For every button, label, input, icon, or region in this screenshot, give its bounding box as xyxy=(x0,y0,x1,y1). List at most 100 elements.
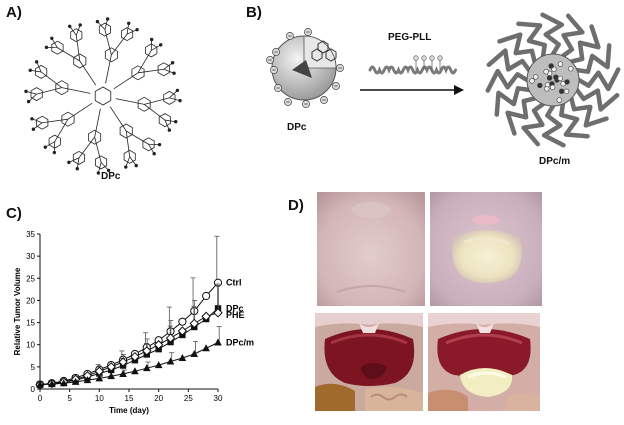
dendron-branch xyxy=(144,97,170,105)
carboxyl-bond xyxy=(30,69,42,73)
core-dendrimer xyxy=(537,82,543,89)
carboxyl-end xyxy=(172,71,176,75)
carboxyl-bond xyxy=(169,97,181,102)
carboxyl-bond xyxy=(76,157,80,169)
carboxyl-end xyxy=(174,120,178,124)
peg-arm xyxy=(497,32,537,64)
carboxyl-bond xyxy=(45,141,55,148)
carboxyl-bond xyxy=(126,29,138,35)
carboxyl-end xyxy=(124,165,128,169)
dendron-linker xyxy=(79,60,97,86)
core-dendrimer xyxy=(549,84,556,91)
carboxyl-end xyxy=(28,68,32,72)
dendron-linker xyxy=(94,108,101,138)
series-line xyxy=(39,342,219,386)
terminal-ring xyxy=(35,64,48,79)
data-point xyxy=(202,344,210,352)
carboxyl-end xyxy=(170,61,175,65)
terminal-ring xyxy=(95,155,108,170)
core-dendrimer xyxy=(563,88,570,95)
y-tick-label: 25 xyxy=(26,274,35,283)
dpc-sphere xyxy=(266,28,344,108)
data-point xyxy=(214,338,222,346)
y-tick-label: 20 xyxy=(26,296,35,305)
peg-arm xyxy=(540,12,565,57)
peg-arm xyxy=(516,21,547,59)
carboxyl-bond xyxy=(28,93,37,102)
series-line xyxy=(39,312,219,386)
carboxyl-end xyxy=(78,23,82,27)
carboxyl-bond xyxy=(68,157,80,163)
series-label: Ctrl xyxy=(226,278,242,288)
data-point xyxy=(213,308,223,318)
data-point xyxy=(118,357,128,367)
dendron-linker xyxy=(105,54,112,84)
data-point xyxy=(106,362,116,372)
x-tick-label: 0 xyxy=(38,394,43,403)
carboxyl-end xyxy=(34,60,39,64)
data-point xyxy=(177,326,188,336)
carboxyl-end xyxy=(26,99,31,104)
core-dendrimer xyxy=(557,61,564,67)
data-point xyxy=(83,376,92,384)
carboxyl-end xyxy=(127,21,131,25)
series-line xyxy=(39,282,219,386)
peg-arm xyxy=(541,103,566,148)
photo-skin-control xyxy=(317,192,425,306)
terminal-ring xyxy=(36,115,49,130)
lysine-amine xyxy=(429,55,435,61)
carboxyl-bond xyxy=(164,119,176,123)
core-dendrimer xyxy=(553,74,559,80)
lysine-amine xyxy=(413,55,419,61)
carboxyl-end xyxy=(134,163,138,168)
dendron-ring xyxy=(55,80,69,96)
data-point xyxy=(131,367,139,375)
core-dendrimer xyxy=(544,86,550,92)
carboxyl-bond xyxy=(163,68,175,74)
dendron-branch xyxy=(111,33,128,56)
carboxyl-bond xyxy=(169,90,178,99)
carboxyl-end xyxy=(135,27,139,32)
data-point xyxy=(143,364,151,372)
dendron-branch xyxy=(143,104,166,121)
core-dendrimer xyxy=(529,78,535,84)
core-dendrimer xyxy=(543,69,549,75)
panel-a-caption: DPc xyxy=(101,171,121,182)
terminal-ring xyxy=(123,149,136,164)
lysine-amine xyxy=(421,55,427,61)
carboxyl-end xyxy=(96,171,101,175)
carboxyl-end xyxy=(175,88,180,93)
panel-a-label: A) xyxy=(6,4,22,21)
carboxyl-bond xyxy=(33,122,43,130)
y-axis-label: Relative Tumor Volume xyxy=(13,267,22,355)
terminal-ring xyxy=(142,137,155,152)
terminal-ring xyxy=(72,150,85,165)
dendron-branch xyxy=(104,29,112,55)
dendron-linker xyxy=(115,98,145,105)
dendron-ring xyxy=(131,65,145,81)
terminal-ring xyxy=(98,22,111,37)
x-tick-label: 5 xyxy=(67,394,72,403)
carboxyl-end xyxy=(167,128,172,132)
dendron-branch xyxy=(137,68,164,74)
carboxyl-end xyxy=(178,98,182,103)
peg-arm xyxy=(521,101,546,147)
carboxyl-end xyxy=(157,142,162,147)
lysine-amine xyxy=(437,55,443,61)
carboxyl-bond xyxy=(31,118,43,124)
carboxyl-bond xyxy=(151,44,161,51)
carboxyl-bond xyxy=(164,119,170,131)
photo-skin-treated xyxy=(430,192,542,306)
dendron-linker xyxy=(109,106,127,132)
data-point xyxy=(71,377,80,385)
carboxyl-bond xyxy=(163,62,173,70)
dendron-branch xyxy=(126,130,149,145)
photo-organs-control xyxy=(315,313,423,411)
carboxyl-end xyxy=(31,127,36,131)
x-axis-label: Time (day) xyxy=(109,406,149,415)
dendron-branch xyxy=(137,50,152,73)
core-ring xyxy=(94,86,112,106)
carboxyl-bond xyxy=(104,18,109,30)
data-point xyxy=(178,354,187,361)
